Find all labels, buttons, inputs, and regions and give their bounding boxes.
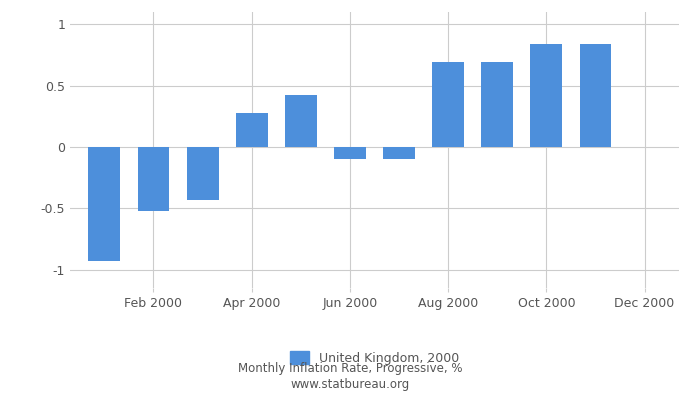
Bar <box>334 147 366 159</box>
Bar <box>88 147 120 261</box>
Bar <box>383 147 415 159</box>
Text: Monthly Inflation Rate, Progressive, %: Monthly Inflation Rate, Progressive, % <box>238 362 462 375</box>
Text: www.statbureau.org: www.statbureau.org <box>290 378 410 391</box>
Bar <box>137 147 169 211</box>
Bar <box>580 44 612 147</box>
Bar <box>236 112 267 147</box>
Bar <box>432 62 464 147</box>
Bar <box>187 147 218 200</box>
Bar <box>285 96 317 147</box>
Bar <box>482 62 513 147</box>
Bar <box>531 44 562 147</box>
Legend: United Kingdom, 2000: United Kingdom, 2000 <box>285 346 464 370</box>
